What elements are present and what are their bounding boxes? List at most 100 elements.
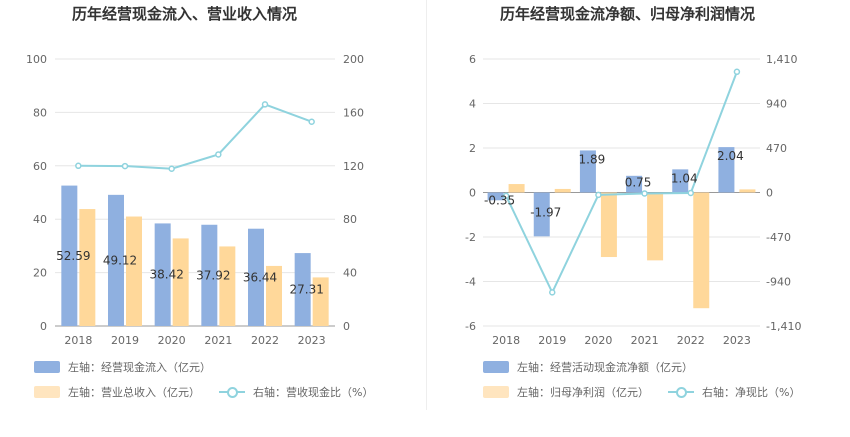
bar-blue: [294, 253, 311, 326]
x-tick-label: 2018: [492, 334, 520, 347]
right-tick-label: 40: [343, 267, 357, 280]
left-tick-label: 4: [469, 98, 476, 111]
x-tick-label: 2021: [631, 334, 659, 347]
bar-orange: [266, 265, 282, 326]
legend-label: 左轴：经营现金流入（亿元）: [68, 361, 211, 374]
x-tick-label: 2020: [158, 334, 186, 347]
left-tick-label: 40: [33, 213, 47, 226]
line-point: [733, 68, 741, 76]
line-point: [121, 162, 129, 170]
line-point: [549, 289, 556, 296]
legend-item-revenue[interactable]: 左轴：营业总收入（亿元）: [34, 384, 200, 400]
bar-orange: [79, 209, 96, 326]
x-tick-label: 2023: [723, 334, 751, 347]
x-tick-label: 2020: [584, 334, 612, 347]
bar-blue: [201, 224, 218, 326]
data-label: 1.89: [579, 152, 606, 166]
bar-blue: [61, 185, 78, 326]
right-tick-label: 940: [766, 98, 787, 111]
legend-label: 左轴：经营活动现金流净额（亿元）: [517, 361, 693, 374]
line-point: [595, 191, 602, 199]
legend-label: 右轴：净现比（%）: [702, 386, 801, 399]
legend-item-net-profit[interactable]: 左轴：归母净利润（亿元）: [483, 384, 649, 400]
bar-orange: [739, 189, 756, 193]
bar-orange: [647, 192, 664, 261]
data-label: 37.92: [196, 268, 230, 282]
data-label: -1.97: [530, 206, 561, 220]
x-tick-label: 2019: [111, 334, 139, 347]
bar-orange: [219, 246, 236, 326]
bar-blue: [672, 169, 689, 193]
data-label: 52.59: [56, 249, 90, 263]
left-tick-label: -4: [465, 276, 476, 289]
panel-divider: [426, 0, 427, 410]
legend-label: 左轴：营业总收入（亿元）: [68, 386, 200, 399]
legend-swatch-line: [219, 386, 245, 398]
right-tick-label: 160: [343, 106, 364, 119]
right-tick-label: 0: [343, 320, 350, 333]
right-tick-label: 200: [343, 53, 364, 66]
data-label: 0.75: [625, 176, 652, 190]
series-line: [505, 71, 738, 295]
line-point: [641, 190, 648, 197]
data-label: 27.31: [289, 283, 323, 297]
right-tick-label: 120: [343, 160, 364, 173]
bar-orange: [693, 192, 710, 309]
data-label: 1.04: [671, 171, 698, 185]
left-tick-label: 100: [26, 53, 47, 66]
bar-orange: [508, 184, 525, 193]
data-label: 38.42: [149, 268, 183, 282]
right-tick-label: 80: [343, 213, 357, 226]
line-point: [687, 189, 694, 197]
bar-blue: [718, 147, 735, 193]
line-point: [168, 165, 175, 172]
data-label: 2.04: [717, 149, 744, 163]
legend-swatch-blue: [34, 361, 60, 373]
legend-swatch-orange: [483, 386, 509, 398]
x-tick-label: 2018: [64, 334, 92, 347]
x-tick-label: 2022: [251, 334, 279, 347]
bar-orange: [172, 238, 189, 326]
bar-orange: [126, 216, 142, 326]
bar-blue: [533, 192, 550, 237]
bar-blue: [154, 223, 171, 326]
right-tick-label: -470: [766, 231, 791, 244]
left-tick-label: 20: [33, 267, 47, 280]
line-point: [75, 162, 82, 170]
legend-item-cash-inflow[interactable]: 左轴：经营现金流入（亿元）: [34, 359, 211, 375]
bar-blue: [626, 175, 643, 193]
line-point: [308, 118, 315, 125]
right-tick-label: -1,410: [766, 320, 801, 333]
line-point: [215, 151, 222, 158]
data-label: -0.35: [484, 193, 515, 207]
bar-orange: [554, 188, 571, 193]
legend-swatch-orange: [34, 386, 60, 398]
line-point: [502, 192, 510, 200]
bar-orange: [312, 277, 329, 326]
legend-item-net-cash-flow[interactable]: 左轴：经营活动现金流净额（亿元）: [483, 359, 693, 375]
bar-blue: [108, 194, 124, 326]
legend-label: 左轴：归母净利润（亿元）: [517, 386, 649, 399]
right-tick-label: 470: [766, 142, 787, 155]
chart-2-title: 历年经营现金流净额、归母净利润情况: [500, 5, 756, 23]
left-tick-label: 0: [469, 187, 476, 200]
data-label: 36.44: [243, 270, 277, 284]
legend-item-cash-ratio[interactable]: 右轴：营收现金比（%）: [219, 384, 373, 400]
left-tick-label: 60: [33, 160, 47, 173]
legend-item-net-cash-ratio[interactable]: 右轴：净现比（%）: [668, 384, 800, 400]
legend-swatch-line: [668, 386, 694, 398]
chart-1-plot: 0 0 20 40 40 80 60 120 80 160 100 200 2018 2019 2020 20…: [26, 53, 364, 347]
left-tick-label: -6: [465, 320, 476, 333]
x-tick-label: 2019: [538, 334, 566, 347]
right-tick-label: 1,410: [766, 53, 798, 66]
bar-blue: [248, 228, 264, 326]
x-tick-label: 2022: [677, 334, 705, 347]
left-tick-label: 0: [40, 320, 47, 333]
x-tick-label: 2021: [204, 334, 232, 347]
bar-blue: [487, 192, 504, 201]
bar-orange: [600, 192, 617, 258]
x-tick-label: 2023: [298, 334, 326, 347]
legend-swatch-blue: [483, 361, 509, 373]
